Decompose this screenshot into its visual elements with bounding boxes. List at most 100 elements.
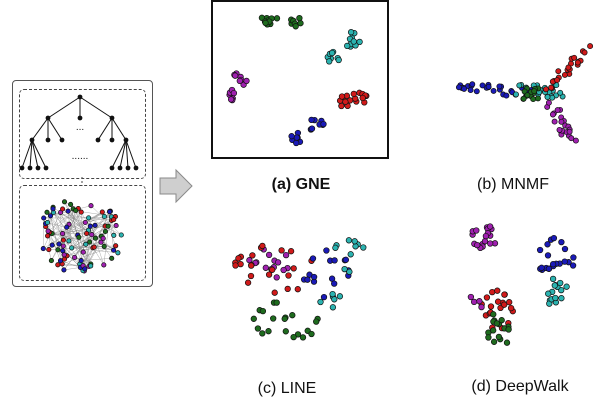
tree-node [45,115,51,121]
graph-edge [63,237,79,241]
graph-node [60,231,66,237]
graph-node [87,223,93,229]
caption-mnmf: (b) MNMF [477,176,549,193]
embedding-point [557,279,564,287]
embedding-point [308,125,316,132]
embedding-point [545,290,552,297]
graph-edge [78,208,112,259]
embedding-point [292,23,299,30]
embedding-point [570,254,577,261]
graph-node [60,237,66,243]
graph-node [82,219,88,226]
embedding-point [317,298,324,306]
embedding-point [282,251,290,259]
tree-node [133,165,139,171]
embedding-point [236,77,243,85]
graph-node [91,244,97,250]
embedding-point [516,82,523,89]
embedding-point [244,279,252,286]
graph-edge [47,208,79,236]
embedding-point [565,64,572,71]
embedding-point [494,298,502,305]
embedding-point [360,244,367,251]
tree-edge [111,117,127,141]
embedding-point [237,260,244,268]
tree-ellipsis-low: ...... [72,151,89,162]
graph-node [80,249,86,255]
embedding-point [320,293,328,301]
graph-node [101,213,107,220]
tree-node [77,115,83,121]
graph-node [99,209,105,215]
embedding-point [278,247,285,254]
embedding-point [346,268,353,275]
tree-node [109,137,115,143]
embedding-point [487,240,494,247]
tree-node [35,165,41,171]
graph-edge [71,246,105,249]
embedding-point [329,304,337,311]
embedding-point [455,84,462,91]
embedding-point [347,29,355,36]
tree-node [95,137,101,143]
embedding-point [287,248,295,255]
embedding-point [566,128,573,135]
embedding-point [478,303,485,311]
graph-node [98,239,104,245]
embedding-point [336,293,344,300]
graph-node [64,224,70,230]
graph-node [69,245,75,251]
graph-node [111,217,117,223]
graph-node [101,262,107,268]
embedding-point [290,333,297,341]
embedding-point [544,94,551,100]
embedding-point [473,88,480,95]
embedding-point [490,327,497,334]
tree-edge [29,139,33,169]
embedding-point [506,299,513,306]
embedding-point [503,92,510,99]
graph-node [56,241,62,247]
embedding-point [481,238,489,245]
embedding-point [259,307,267,315]
graph-node [68,201,74,207]
graph-edge [63,211,110,271]
embedding-point [332,244,339,251]
tree-node [77,94,83,100]
embedding-point [265,328,272,335]
embedding-point [530,96,537,103]
graph-edge [66,227,72,248]
embedding-point [524,92,531,99]
caption-gne: (a) GNE [271,176,331,193]
embedding-point [469,81,476,88]
embedding-point [347,251,354,258]
graph-node [46,247,52,253]
embedding-point [248,262,255,269]
embedding-point [485,83,492,90]
graph-edge [47,211,110,236]
embedding-point [467,87,474,94]
graph-node [82,266,88,272]
graph-edge [68,208,74,225]
embedding-point [331,280,338,287]
embedding-point [299,334,307,341]
embedding-point [531,88,538,95]
embedding-point [572,137,579,144]
tree-node [19,165,25,171]
embedding-point [485,334,492,341]
embedding-point [254,325,262,332]
graph-node [50,206,56,212]
tree-edge [47,117,63,141]
gne-panel-frame [211,0,389,159]
tree-node [117,165,123,171]
embedding-point [493,320,501,327]
embedding-point [501,291,508,298]
embedding-point [265,271,273,278]
embedding-point [280,266,287,274]
graph-node [60,206,66,212]
embedding-point [326,58,333,65]
embedding-point [561,71,568,78]
embedding-point [273,274,280,281]
embedding-point [310,273,318,281]
embedding-point [344,42,351,50]
